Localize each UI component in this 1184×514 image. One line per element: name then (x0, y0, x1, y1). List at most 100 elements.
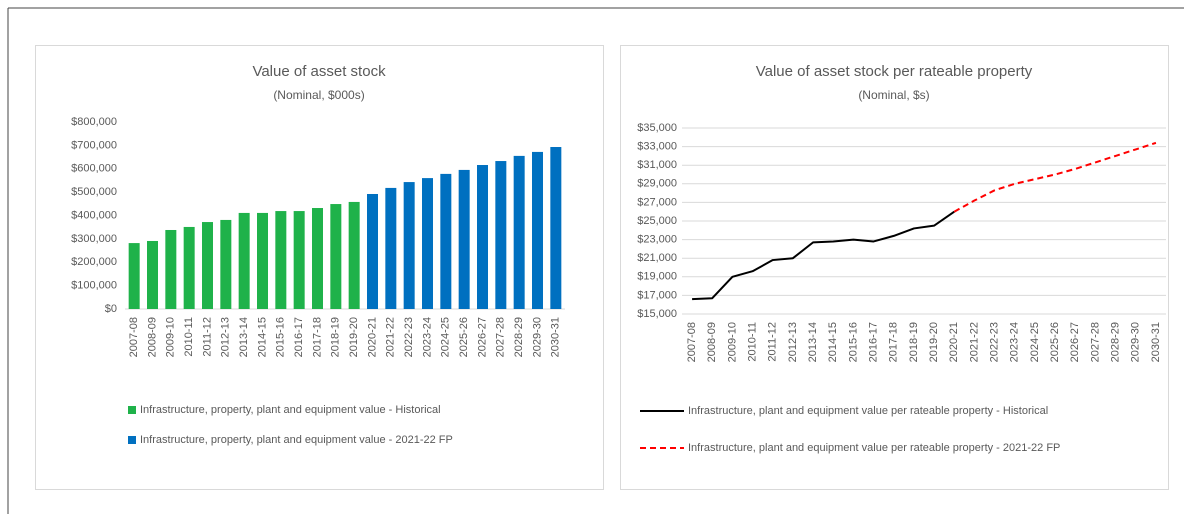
x-tick-label: 2013-14 (807, 322, 819, 362)
bar (550, 147, 562, 309)
x-tick-label: 2015-16 (847, 322, 859, 362)
x-tick-label: 2014-15 (827, 322, 839, 362)
y-tick-label: $35,000 (637, 122, 677, 134)
y-tick-label: $0 (105, 303, 117, 315)
bar (348, 201, 360, 309)
x-tick-label: 2024-25 (1029, 322, 1041, 362)
x-tick-label: 2030-31 (550, 317, 562, 357)
x-tick-label: 2016-17 (867, 322, 879, 362)
x-tick-label: 2017-18 (311, 317, 323, 357)
y-tick-label: $23,000 (637, 234, 677, 246)
x-tick-label: 2023-24 (421, 317, 433, 357)
x-tick-label: 2012-13 (220, 317, 232, 357)
bar (128, 243, 140, 309)
x-tick-label: 2020-21 (366, 317, 378, 357)
bar (495, 161, 507, 309)
x-tick-label: 2015-16 (275, 317, 287, 357)
x-tick-label: 2009-10 (726, 322, 738, 362)
bar (513, 155, 525, 309)
y-tick-label: $200,000 (71, 256, 117, 268)
chart-panel (620, 45, 1169, 490)
bar (238, 212, 250, 309)
y-tick-label: $800,000 (71, 116, 117, 128)
bar (275, 211, 287, 309)
y-tick-label: $29,000 (637, 178, 677, 190)
bar (165, 229, 177, 309)
bar (477, 165, 488, 309)
y-tick-label: $400,000 (71, 209, 117, 221)
x-tick-label: 2030-31 (1150, 322, 1162, 362)
x-tick-label: 2028-29 (1109, 322, 1121, 362)
x-tick-label: 2013-14 (238, 317, 250, 357)
bar (257, 212, 268, 309)
chart-subtitle: (Nominal, $000s) (273, 88, 364, 102)
x-tick-label: 2019-20 (348, 317, 360, 357)
x-tick-label: 2026-27 (1069, 322, 1081, 362)
bar (422, 178, 433, 309)
x-tick-label: 2011-12 (767, 322, 779, 362)
x-tick-label: 2025-26 (458, 317, 470, 357)
y-tick-label: $21,000 (637, 252, 677, 264)
x-tick-label: 2016-17 (293, 317, 305, 357)
y-tick-label: $33,000 (637, 141, 677, 153)
chart-title: Value of asset stock per rateable proper… (756, 63, 1033, 80)
x-tick-label: 2029-30 (1130, 322, 1142, 362)
x-tick-label: 2021-22 (385, 317, 397, 357)
x-tick-label: 2029-30 (531, 317, 543, 357)
legend-swatch (128, 436, 136, 444)
x-tick-label: 2024-25 (440, 317, 452, 357)
y-tick-label: $15,000 (637, 308, 677, 320)
x-tick-label: 2018-19 (908, 322, 920, 362)
x-tick-label: 2010-11 (746, 322, 758, 362)
chart-subtitle: (Nominal, $s) (858, 88, 929, 102)
x-tick-label: 2019-20 (928, 322, 940, 362)
x-tick-label: 2027-28 (495, 317, 507, 357)
bar (367, 193, 378, 309)
x-tick-label: 2009-10 (165, 317, 177, 357)
bar (385, 187, 397, 309)
legend-label: Infrastructure, property, plant and equi… (140, 404, 441, 416)
bar (202, 222, 213, 309)
legend-label: Infrastructure, plant and equipment valu… (688, 405, 1048, 417)
y-tick-label: $100,000 (71, 280, 117, 292)
bar (532, 151, 543, 309)
x-tick-label: 2023-24 (1009, 322, 1021, 362)
x-tick-label: 2021-22 (968, 322, 980, 362)
bar (147, 240, 158, 309)
y-tick-label: $27,000 (637, 196, 677, 208)
bar (312, 208, 323, 309)
x-tick-label: 2017-18 (888, 322, 900, 362)
x-tick-label: 2018-19 (330, 317, 342, 357)
bar (403, 182, 415, 309)
x-tick-label: 2007-08 (128, 317, 140, 357)
bar (458, 169, 470, 309)
legend-swatch (128, 406, 136, 414)
bar (183, 226, 195, 309)
y-tick-label: $600,000 (71, 163, 117, 175)
x-tick-label: 2007-08 (686, 322, 698, 362)
y-tick-label: $300,000 (71, 233, 117, 245)
bar (220, 219, 232, 309)
legend-label: Infrastructure, property, plant and equi… (140, 434, 453, 446)
y-tick-label: $31,000 (637, 159, 677, 171)
x-tick-label: 2025-26 (1049, 322, 1061, 362)
x-tick-label: 2008-09 (706, 322, 718, 362)
y-tick-label: $17,000 (637, 289, 677, 301)
x-tick-label: 2022-23 (403, 317, 415, 357)
x-tick-label: 2027-28 (1089, 322, 1101, 362)
chart-title: Value of asset stock (252, 63, 386, 80)
y-tick-label: $19,000 (637, 271, 677, 283)
x-tick-label: 2028-29 (513, 317, 525, 357)
x-tick-label: 2012-13 (787, 322, 799, 362)
x-tick-label: 2020-21 (948, 322, 960, 362)
x-tick-label: 2011-12 (201, 317, 213, 357)
x-tick-label: 2010-11 (183, 317, 195, 357)
y-tick-label: $700,000 (71, 139, 117, 151)
x-tick-label: 2022-23 (988, 322, 1000, 362)
y-tick-label: $500,000 (71, 186, 117, 198)
bar (330, 204, 342, 309)
y-tick-label: $25,000 (637, 215, 677, 227)
legend-label: Infrastructure, plant and equipment valu… (688, 442, 1060, 454)
bar (440, 173, 452, 309)
